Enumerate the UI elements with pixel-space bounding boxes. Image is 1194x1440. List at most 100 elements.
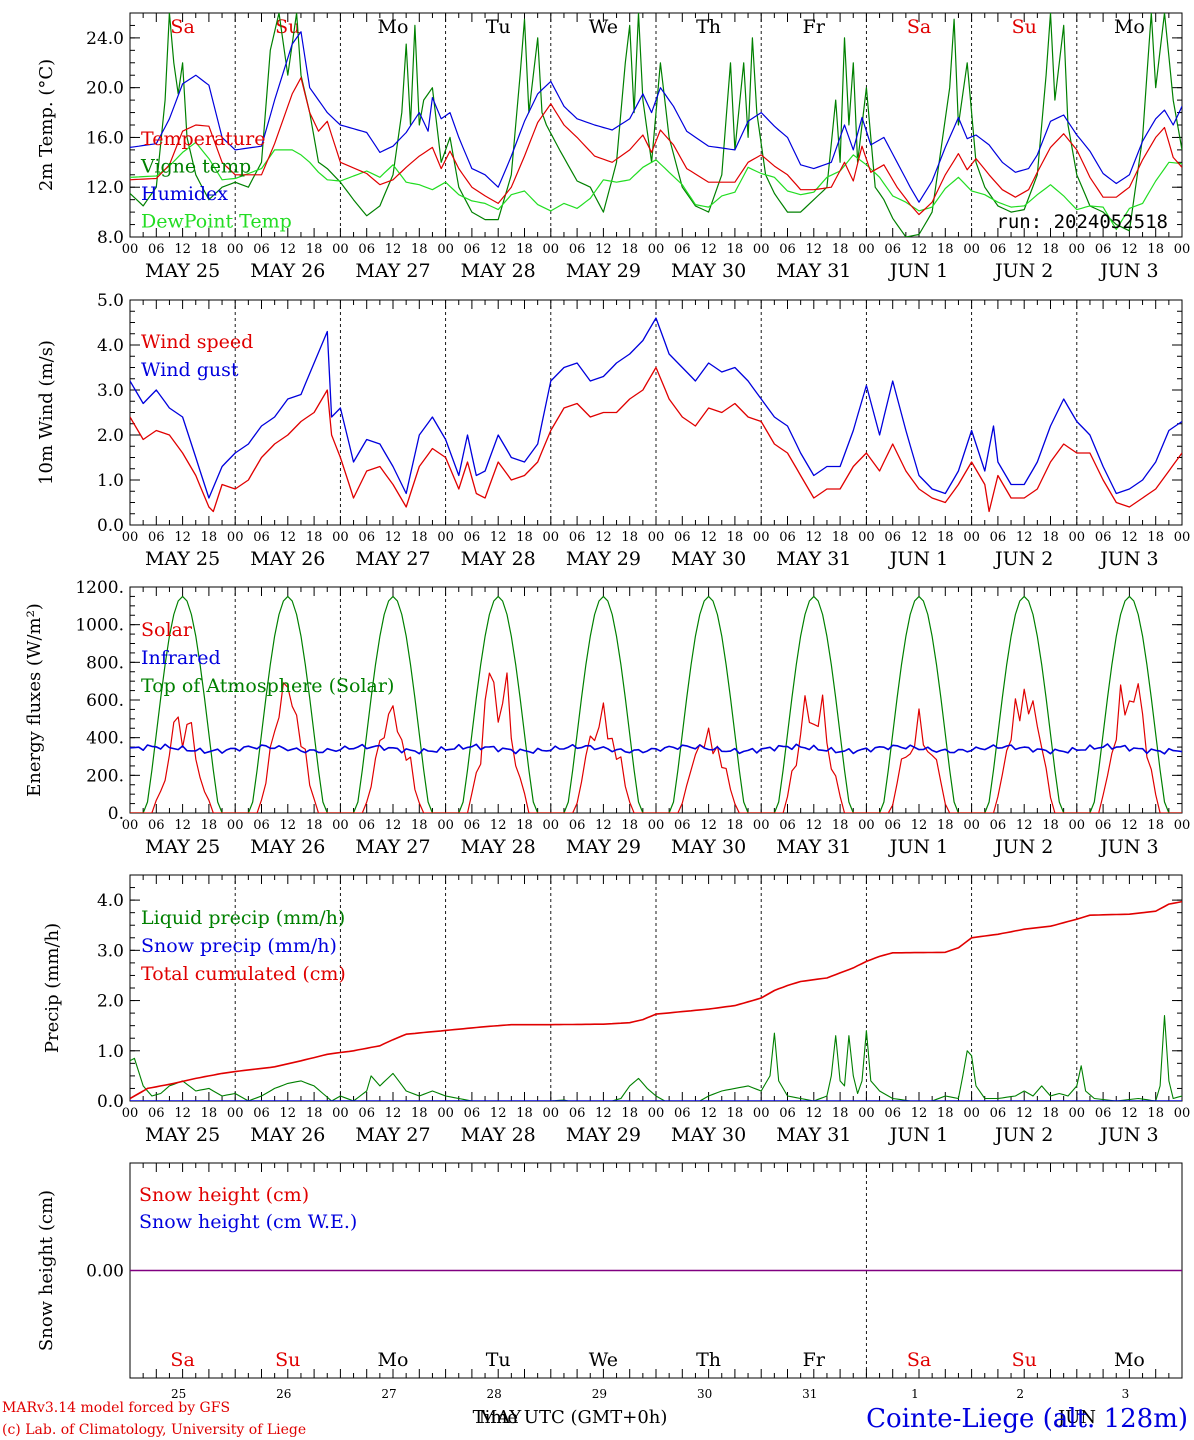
hour-tick-label: 00 [1069,242,1086,257]
hour-tick-label: 12 [700,530,717,545]
hour-tick-label: 18 [516,818,533,833]
hour-tick-label: 06 [674,530,691,545]
hour-tick-label: 18 [621,1106,638,1121]
hour-tick-label: 18 [306,530,323,545]
hour-tick-label: 06 [358,530,375,545]
date-label: JUN 3 [1098,260,1158,282]
date-label: MAY 26 [250,260,325,282]
hour-tick-label: 12 [280,1106,297,1121]
y-axis-label: 2m Temp. (°C) [36,59,57,191]
hour-tick-label: 18 [832,242,849,257]
date-label: MAY 26 [250,548,325,570]
hour-tick-label: 06 [464,242,481,257]
hour-tick-label: 18 [1042,530,1059,545]
hour-tick-label: 00 [858,530,875,545]
hour-tick-label: 00 [543,242,560,257]
hour-tick-label: 12 [280,530,297,545]
hour-tick-label: 12 [174,818,191,833]
weekday-label: Su [1012,1349,1037,1371]
date-label: MAY 27 [355,836,430,858]
hour-tick-label: 12 [1121,1106,1138,1121]
y-tick-label: 1.0 [97,471,124,491]
hour-tick-label: 06 [148,818,165,833]
hour-tick-label: 06 [779,818,796,833]
y-tick-label: 4.0 [97,336,124,356]
hour-tick-label: 00 [227,1106,244,1121]
date-label: JUN 1 [888,260,948,282]
hour-tick-label: 06 [569,530,586,545]
y-tick-label: 3.0 [97,941,124,961]
hour-tick-label: 00 [122,1106,139,1121]
series-liquid-precip [130,1015,1182,1101]
hour-tick-label: 12 [911,530,928,545]
date-label: JUN 2 [993,260,1053,282]
date-label: MAY 30 [671,836,746,858]
hour-tick-label: 00 [1069,530,1086,545]
hour-tick-label: 06 [253,818,270,833]
hour-tick-label: 06 [253,530,270,545]
date-label: MAY 28 [461,260,536,282]
hour-tick-label: 00 [963,818,980,833]
hour-tick-label: 12 [1121,818,1138,833]
hour-tick-label: 00 [648,530,665,545]
hour-tick-label: 00 [332,242,349,257]
hour-tick-label: 06 [884,818,901,833]
hour-tick-label: 18 [306,242,323,257]
legend-infrared: Infrared [141,647,221,669]
weekday-label: Tu [486,1349,511,1371]
hour-tick-label: 00 [332,1106,349,1121]
day-number-label: 27 [381,1387,396,1401]
footer: MARv3.14 model forced by GFS (c) Lab. of … [2,1400,1188,1438]
hour-tick-label: 00 [1069,818,1086,833]
hour-tick-label: 00 [858,242,875,257]
day-number-label: 3 [1122,1387,1130,1401]
series-group [130,900,1182,1101]
weekday-label: Sa [907,1349,931,1371]
y-axis-label: Energy fluxes (W/m²) [24,603,45,797]
legend-wind-gust: Wind gust [141,359,239,381]
y-tick-label: 800. [86,653,124,673]
y-axis: 0.0 1.0 2.0 3.0 4.0 [97,874,1182,1112]
day-number-label: 30 [697,1387,712,1401]
series-infrared [130,743,1182,755]
date-label: JUN 2 [993,548,1053,570]
date-label: MAY 25 [145,548,220,570]
legend-solar: Solar [141,619,193,641]
y-tick-label: 0.00 [86,1262,124,1282]
weekday-label: Sa [170,1349,194,1371]
hour-tick-label: 12 [174,530,191,545]
hour-tick-label: 06 [779,242,796,257]
hour-tick-label: 06 [990,242,1007,257]
hour-tick-label: 12 [595,530,612,545]
hour-tick-label: 00 [753,242,770,257]
hour-tick-label: 06 [569,1106,586,1121]
hour-tick-label: 12 [1121,530,1138,545]
hour-tick-label: 18 [411,530,428,545]
hour-tick-label: 06 [464,818,481,833]
hour-tick-label: 00 [437,1106,454,1121]
y-tick-label: 24.0 [86,29,124,49]
hour-tick-label: 12 [911,1106,928,1121]
legend-temperature: Temperature [141,128,265,150]
hour-tick-label: 12 [1016,530,1033,545]
hour-tick-label: 12 [280,242,297,257]
x-axis: 00 06 12 18 MAY 25 00 06 12 18 MAY 26 00 06 12 18 MAY … [122,818,1191,858]
date-label: JUN 1 [888,836,948,858]
hour-tick-label: 18 [1147,242,1164,257]
y-axis: 8.0 12.0 16.0 20.0 24.0 [86,12,1182,248]
date-label: MAY 31 [776,836,851,858]
hour-tick-label: 00 [437,530,454,545]
series-total-cumulated [130,900,1182,1100]
hour-tick-label: 12 [911,818,928,833]
day-number-label: 25 [171,1387,186,1401]
hour-tick-label: 00 [543,1106,560,1121]
hour-tick-label: 18 [727,1106,744,1121]
hour-tick-label: 18 [516,530,533,545]
x-axis: 00 06 12 18 MAY 25 00 06 12 18 MAY 26 00 06 12 18 MAY … [122,242,1191,282]
y-tick-label: 200. [86,766,124,786]
hour-tick-label: 06 [674,1106,691,1121]
legend-snow-height-cm-: Snow height (cm) [139,1184,309,1206]
weekday-label: Sa [170,16,194,38]
weekday-label: Th [696,1349,721,1371]
hour-tick-label: 18 [937,242,954,257]
